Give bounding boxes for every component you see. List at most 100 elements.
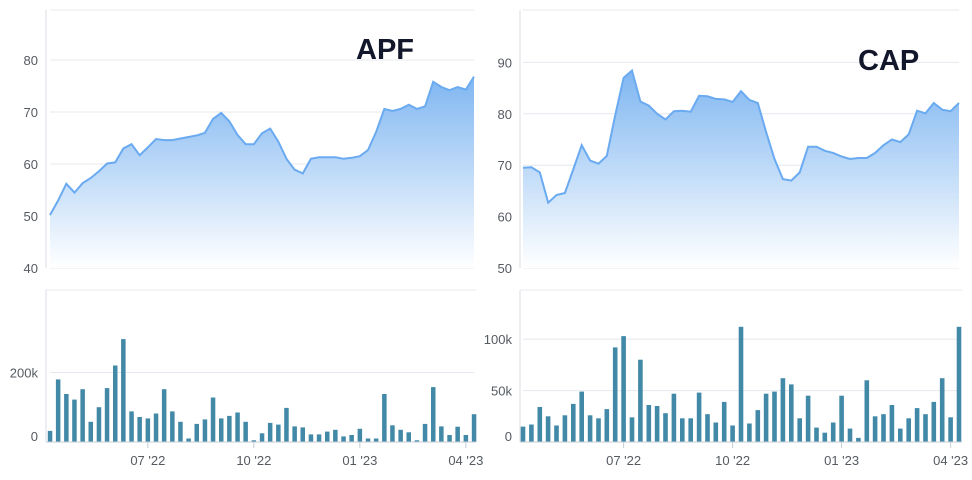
apf-x-tick-label: 07 '22 [130,453,165,468]
cap-volume-bar [646,405,652,442]
apf-volume-bar [365,438,371,442]
cap-volume-bar [872,416,878,442]
apf-volume-bar [341,436,346,442]
apf-volume-bar [422,423,428,442]
apf-volume-y-ticks: 0 200k [10,365,39,444]
cap-volume-bar [663,413,668,442]
apf-volume-bar [414,440,420,442]
apf-price-y-ticks: 40 50 60 70 80 [24,53,38,276]
cap-volume-bar [939,378,945,442]
cap-volume-bar [864,380,870,442]
cap-volume-bar [906,418,911,442]
apf-volume-bar [202,419,208,442]
cap-volume-bar [747,423,752,442]
apf-volume-bar [398,429,403,442]
apf-price-y-tick-label: 80 [24,53,38,68]
apf-volume-bar [390,425,395,442]
apf-price-y-tick-label: 40 [24,261,38,276]
cap-volume-bar [529,424,534,442]
cap-x-tick-label: 04 '23 [933,453,968,468]
apf-volume-bar [455,426,460,442]
cap-volume-bar [596,418,601,442]
apf-volume-bar [161,389,167,442]
apf-volume-bar [333,429,338,442]
apf-price-y-tick-label: 70 [24,105,38,120]
cap-volume-y-ticks: 0 50k 100k [484,332,513,444]
cap-volume-bar [621,336,626,442]
cap-volume-bar [814,427,819,442]
cap-volume-bar [797,418,802,442]
apf-volume-bar [178,421,183,442]
apf-volume-bar [145,418,151,442]
apf-volume-bar [88,421,93,442]
apf-volume-bar [292,426,297,442]
apf-price-y-tick-label: 60 [24,157,38,172]
cap-price-y-tick-label: 60 [498,210,512,225]
cap-volume-bar [705,414,710,442]
apf-volume-bar [406,432,411,442]
cap-price-y-tick-label: 70 [498,158,512,173]
apf-volume-bar [308,434,314,442]
cap-volume-bar [604,409,610,442]
apf-volume-bar [129,411,134,442]
cap-volume-bar [847,428,853,442]
cap-price-line [522,68,960,205]
cap-volume-bar [889,405,895,442]
cap-x-tick-label: 01 '23 [824,453,859,468]
cap-volume-y-tick-label: 0 [505,429,512,444]
apf-volume-bar [251,440,257,442]
cap-x-tick-label: 10 '22 [715,453,750,468]
cap-volume-bar [830,422,836,442]
apf-volume-bar [284,407,289,442]
cap-volume-bar [520,426,526,442]
apf-title: APF [356,34,414,66]
cap-volume-bar [713,422,719,442]
apf-volume-bar [219,418,224,442]
apf-volume-bar [316,434,322,442]
cap-volume-bar [654,406,660,442]
cap-volume-y-tick-label: 50k [491,384,512,399]
cap-volume-bar [780,378,786,442]
apf-volume-bar [227,415,232,442]
apf-volume-bar [447,435,452,442]
apf-x-tick-label: 01 '23 [342,453,377,468]
apf-price-y-tick-label: 50 [24,209,38,224]
apf-volume-bar [235,412,240,442]
apf-volume-y-tick-label: 200k [10,365,39,380]
apf-x-tick-label: 10 '22 [236,453,271,468]
cap-volume-bar [537,407,543,442]
cap-volume-bar [755,410,761,442]
cap-volume-bar [805,395,811,442]
cap-price-panel: 50 60 70 80 90 CAP [498,9,960,276]
apf-volume-bar [121,339,126,442]
cap-volume-bar [956,326,962,442]
cap-volume-bar [763,393,769,442]
apf-volume-panel: 0 200k 07 '22 10 '22 01 '23 04 '23 [10,289,483,468]
apf-price-area [50,76,474,268]
apf-volume-bar [47,430,53,442]
cap-volume-bar [772,391,777,442]
apf-price-line [49,76,475,216]
apf-volume-bar [267,422,273,442]
cap-volume-bar [571,403,576,442]
cap-volume-bar [839,395,844,442]
apf-volume-bar [170,411,175,442]
cap-price-y-ticks: 50 60 70 80 90 [498,55,512,276]
cap-volume-bar [671,393,677,442]
apf-volume-bar [431,387,436,442]
apf-volume-bar [325,431,330,442]
cap-x-tick-label: 07 '22 [606,453,641,468]
apf-volume-bars [47,339,477,442]
cap-volume-bar [579,391,584,442]
cap-volume-bar [881,414,886,442]
apf-volume-y-tick-label: 0 [31,429,38,444]
cap-volume-bar [612,347,618,442]
cap-volume-bar [545,416,551,442]
cap-volume-bar [721,401,727,442]
cap-volume-bar [696,392,702,442]
cap-volume-bar [562,415,568,442]
cap-volume-bar [587,415,593,442]
apf-volume-bar [439,426,444,442]
cap-price-y-tick-label: 90 [498,55,512,70]
apf-price-panel: 40 50 60 70 80 APF [24,9,475,276]
